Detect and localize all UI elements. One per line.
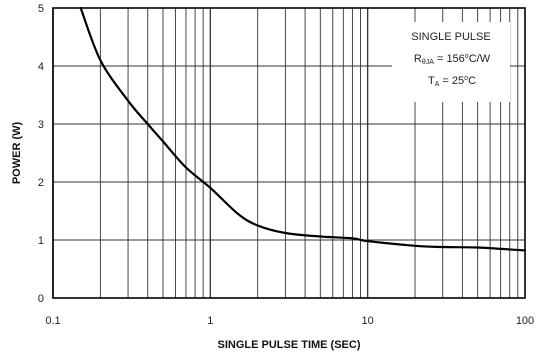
annotation-line-2: RθJA = 156oC/W <box>414 53 491 66</box>
x-tick-labels: 0.1 1 10 100 <box>45 315 534 327</box>
y-tick-label: 3 <box>38 119 44 131</box>
x-tick-label: 10 <box>362 315 374 327</box>
y-tick-label: 4 <box>38 61 44 73</box>
x-tick-label: 1 <box>207 315 213 327</box>
annotation-box <box>392 22 510 102</box>
x-tick-label: 100 <box>516 315 534 327</box>
annotation-line-1: SINGLE PULSE <box>411 31 490 43</box>
y-tick-label: 1 <box>38 235 44 247</box>
y-tick-labels: 0 1 2 3 4 5 <box>38 3 44 305</box>
series-line <box>79 6 527 252</box>
annotation-line-3: TA = 25oC <box>428 75 476 88</box>
plot-frame <box>52 7 526 299</box>
y-tick-label: 0 <box>38 293 44 305</box>
x-axis-title: SINGLE PULSE TIME (SEC) <box>217 339 360 351</box>
y-tick-label: 5 <box>38 3 44 15</box>
y-axis-title: POWER (W) <box>11 122 23 185</box>
x-tick-label: 0.1 <box>45 315 60 327</box>
y-tick-label: 2 <box>38 177 44 189</box>
